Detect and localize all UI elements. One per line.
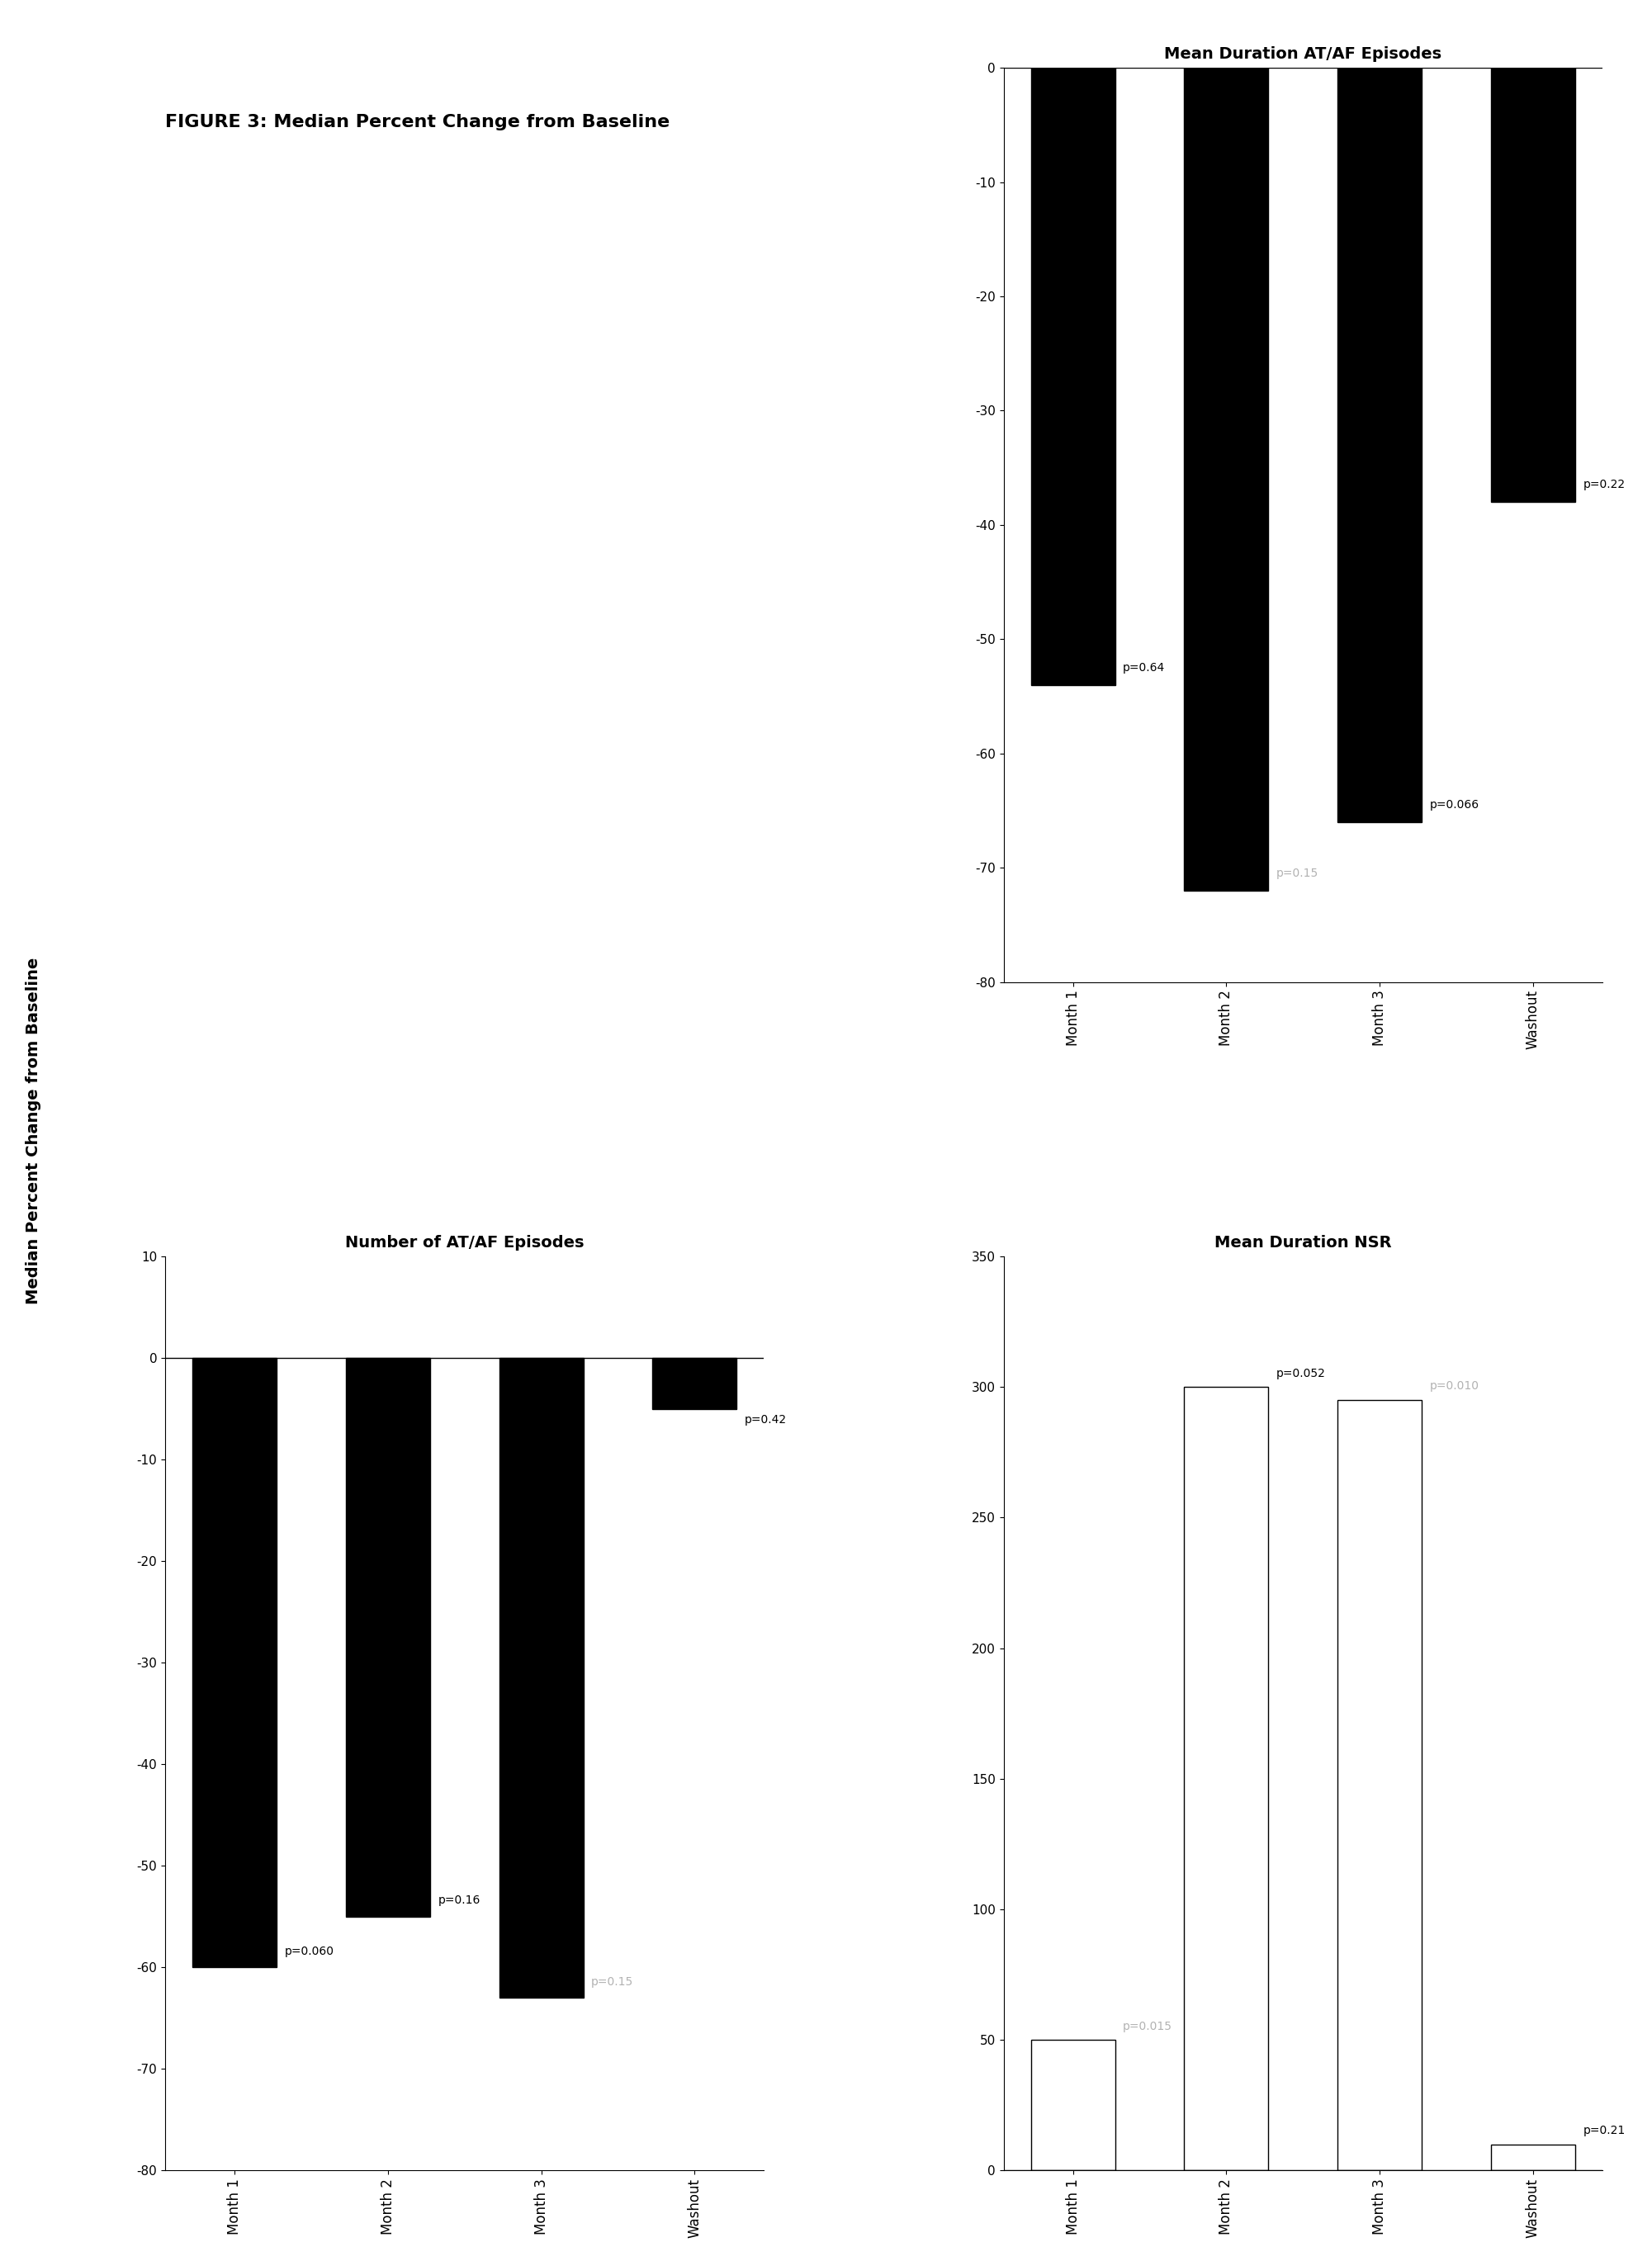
Bar bbox=[1338, 68, 1422, 823]
Title: Mean Duration AT/AF Episodes: Mean Duration AT/AF Episodes bbox=[1165, 45, 1442, 61]
Text: Median Percent Change from Baseline: Median Percent Change from Baseline bbox=[25, 956, 41, 1305]
Text: p=0.22: p=0.22 bbox=[1583, 479, 1626, 491]
Text: p=0.066: p=0.066 bbox=[1429, 798, 1479, 812]
Bar bbox=[1184, 1386, 1269, 2171]
Bar bbox=[1490, 68, 1576, 502]
Title: Number of AT/AF Episodes: Number of AT/AF Episodes bbox=[345, 1235, 585, 1250]
Title: Mean Duration NSR: Mean Duration NSR bbox=[1214, 1235, 1391, 1250]
Text: p=0.42: p=0.42 bbox=[745, 1413, 786, 1424]
Text: p=0.15: p=0.15 bbox=[591, 1976, 633, 1987]
Bar bbox=[653, 1359, 737, 1409]
Text: p=0.64: p=0.64 bbox=[1123, 662, 1165, 674]
Bar bbox=[1031, 2039, 1115, 2171]
Text: p=0.052: p=0.052 bbox=[1277, 1368, 1325, 1379]
Bar bbox=[1184, 68, 1269, 891]
Text: p=0.15: p=0.15 bbox=[1277, 868, 1318, 880]
Bar bbox=[1338, 1400, 1422, 2171]
Text: p=0.16: p=0.16 bbox=[438, 1895, 481, 1906]
Text: FIGURE 3: Median Percent Change from Baseline: FIGURE 3: Median Percent Change from Bas… bbox=[165, 113, 669, 131]
Text: p=0.015: p=0.015 bbox=[1123, 2021, 1173, 2033]
Bar bbox=[1031, 68, 1115, 685]
Bar bbox=[192, 1359, 278, 1967]
Text: p=0.21: p=0.21 bbox=[1583, 2125, 1626, 2137]
Bar bbox=[345, 1359, 430, 1917]
Bar bbox=[1490, 2143, 1576, 2171]
Text: p=0.060: p=0.060 bbox=[284, 1947, 334, 1958]
Bar bbox=[499, 1359, 583, 1999]
Text: p=0.010: p=0.010 bbox=[1429, 1381, 1479, 1393]
